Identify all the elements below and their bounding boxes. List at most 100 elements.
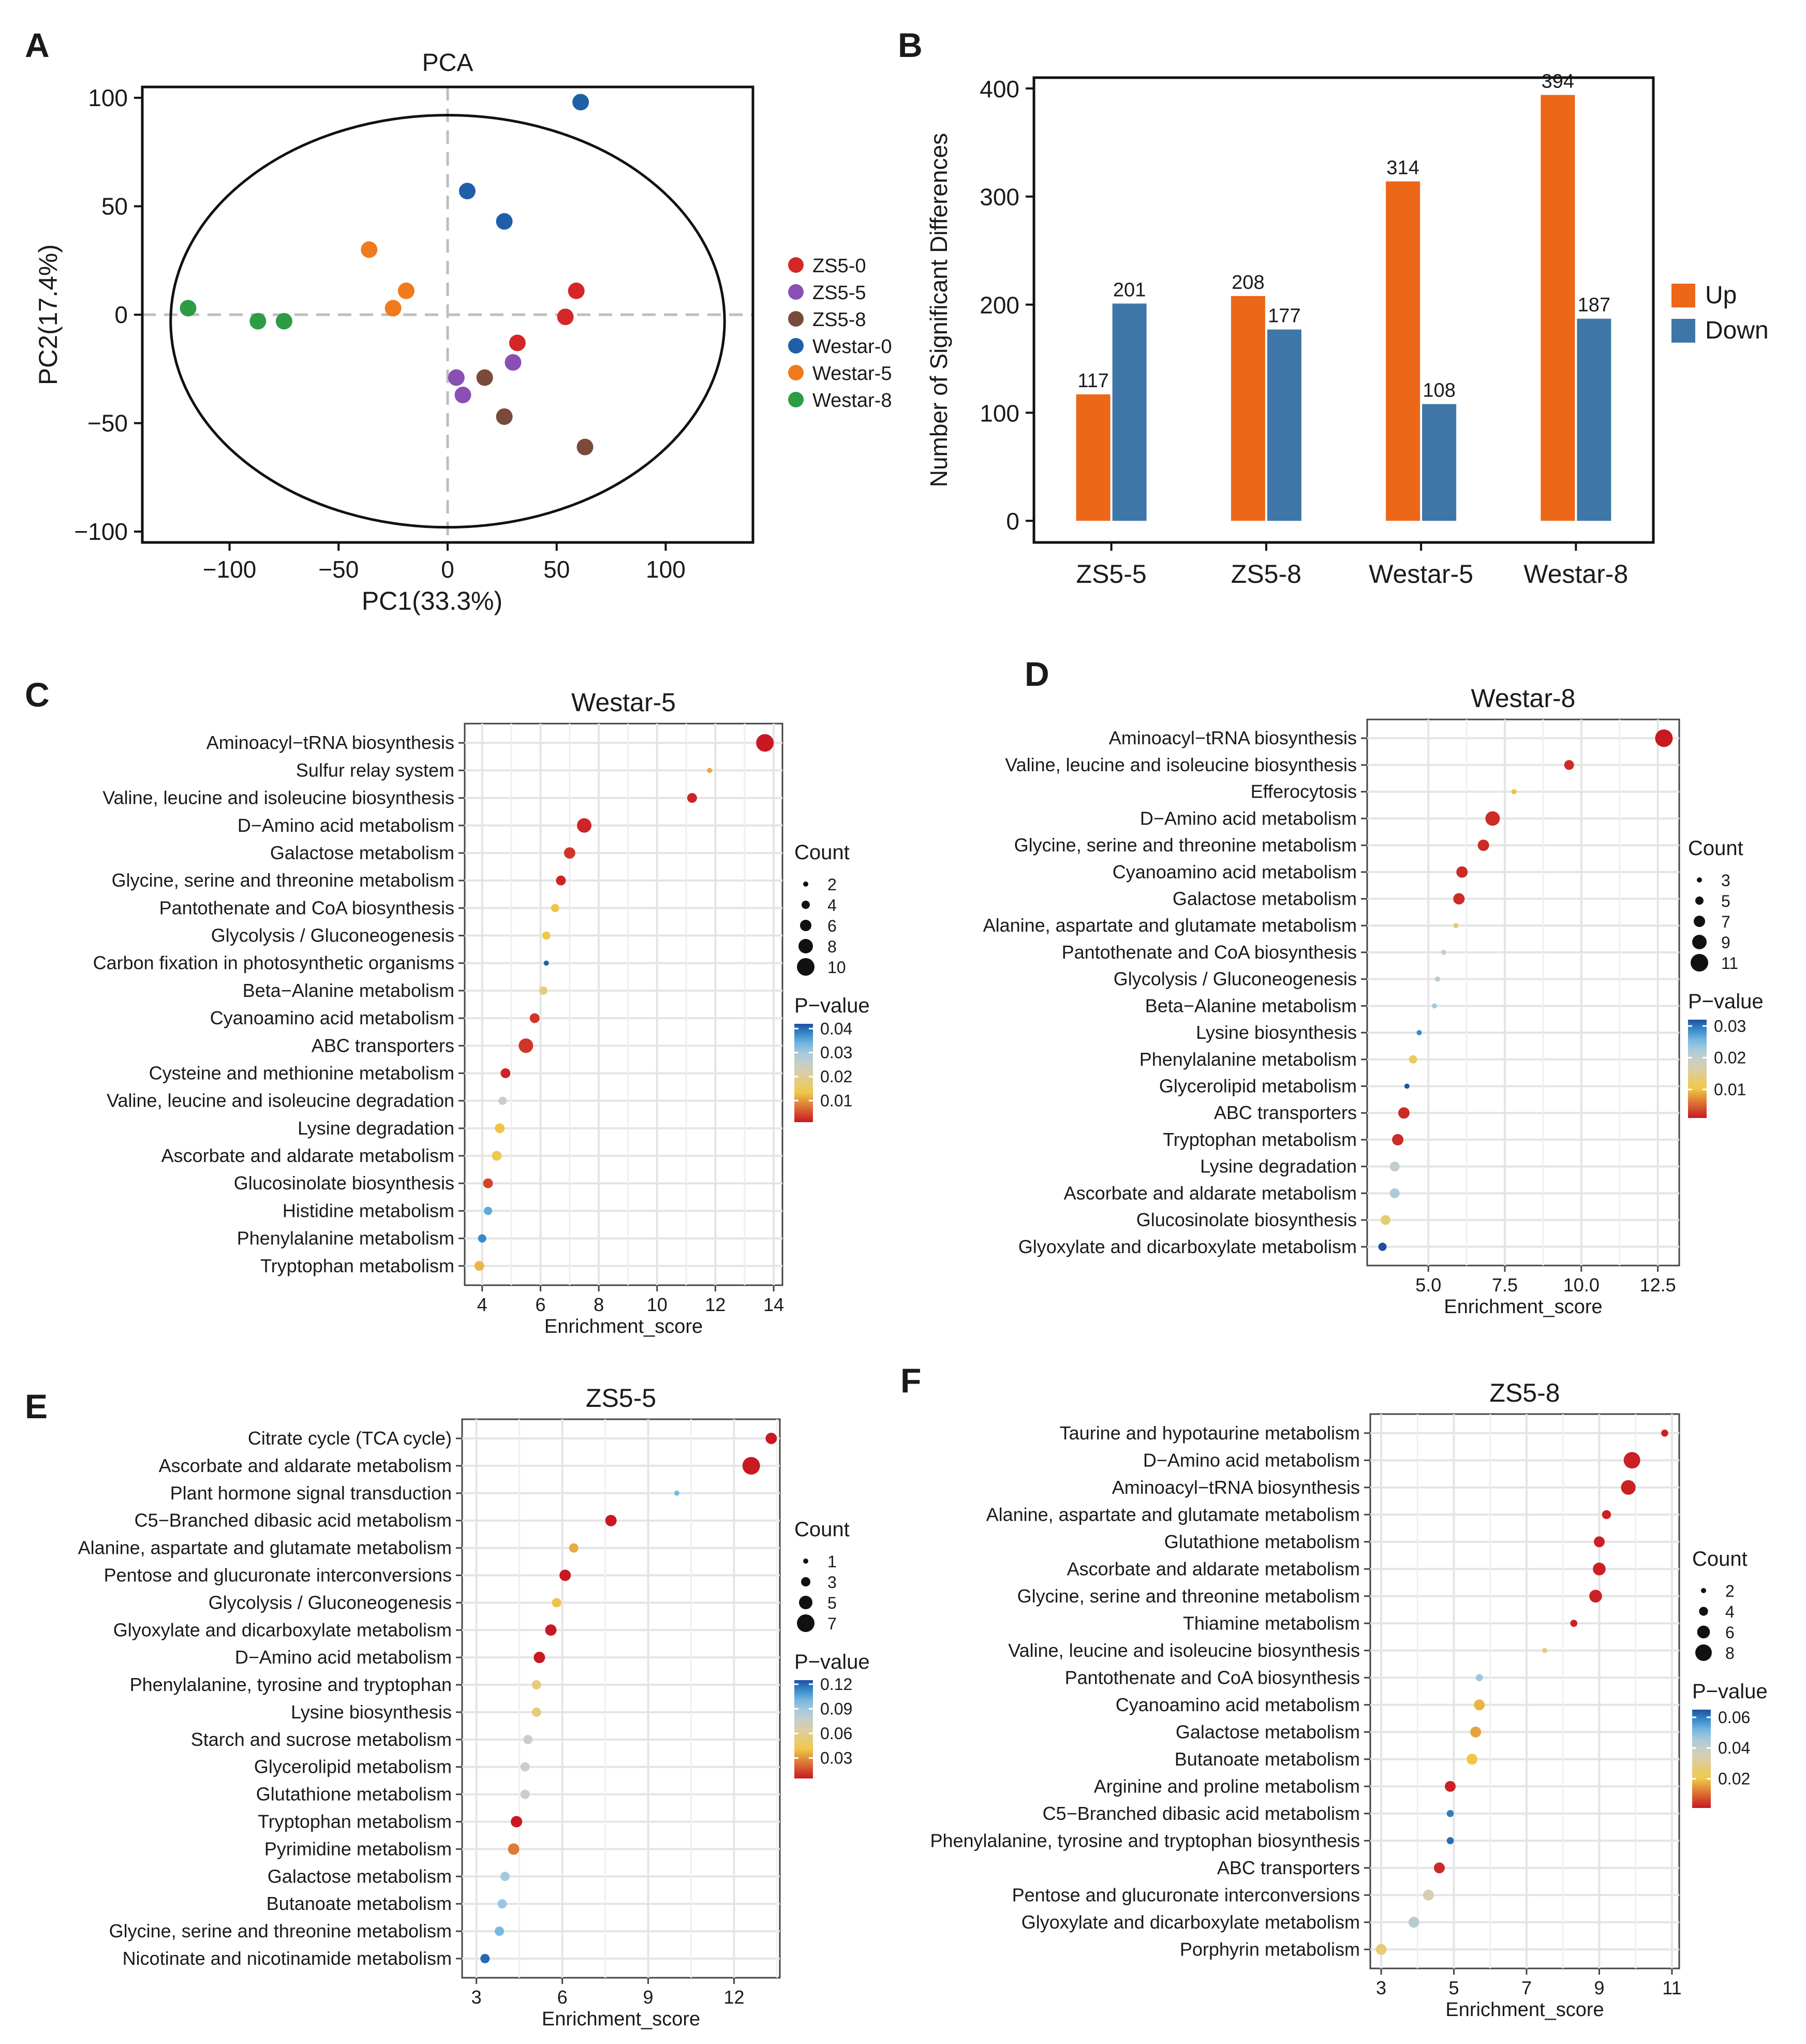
dotplot-c-pathway-label: Glucosinolate biosynthesis — [234, 1172, 454, 1194]
dotplot-f-pathway-label: D−Amino acid metabolism — [1143, 1449, 1360, 1470]
dotplot-e-point-10 — [531, 1680, 541, 1690]
bar-value-label: 177 — [1268, 305, 1300, 327]
dotplot-f-point-11 — [1474, 1699, 1485, 1711]
dotplot-d-pathway-label: Glycerolipid metabolism — [1159, 1076, 1357, 1097]
bar-ytick-label: 0 — [1006, 508, 1019, 535]
dotplot-d-point-11 — [1432, 1003, 1438, 1009]
dotplot-d-pathway-label: Efferocytosis — [1251, 781, 1357, 802]
dotplot-d-pathway-label: Aminoacyl−tRNA biosynthesis — [1109, 727, 1357, 748]
pca-point-zs5-0-3 — [509, 334, 526, 351]
dotplot-e-pathway-label: Phenylalanine, tyrosine and tryptophan — [130, 1674, 452, 1695]
dotplot-e-pathway-label: Lysine biosynthesis — [291, 1701, 452, 1723]
pca-legend-label: ZS5-5 — [812, 282, 866, 304]
dotplot-e-frame — [461, 1418, 781, 1979]
dotplot-e-pathway-label: Plant hormone signal transduction — [170, 1482, 452, 1504]
dotplot-f-count-legend-key — [1701, 1588, 1706, 1593]
dotplot-d-pathway-label: Phenylalanine metabolism — [1139, 1049, 1357, 1070]
dotplot-c-xtick-label: 4 — [477, 1294, 487, 1315]
dotplot-d-xtick-label: 12.5 — [1640, 1274, 1676, 1296]
dotplot-f-count-legend-label: 6 — [1725, 1623, 1735, 1642]
pca-point-zs5-0-1 — [568, 282, 585, 299]
dotplot-c-pathway-label: Aminoacyl−tRNA biosynthesis — [206, 732, 454, 753]
dotplot-f-point-3 — [1621, 1480, 1636, 1495]
dotplot-f-point-18 — [1423, 1889, 1434, 1901]
dotplot-d-pathway-label: Alanine, aspartate and glutamate metabol… — [983, 915, 1357, 936]
dotplot-f-point-19 — [1408, 1917, 1419, 1928]
pca-legend-label: Westar-5 — [812, 363, 892, 385]
bar-y-axis-label: Number of Significant Differences — [925, 133, 952, 487]
dotplot-d-point-20 — [1378, 1242, 1387, 1251]
bar-down-zs5-5 — [1112, 303, 1147, 521]
dotplot-d-point-2 — [1564, 760, 1574, 770]
dotplot-f-count-legend-label: 2 — [1725, 1582, 1735, 1600]
dotplot-d-pathway-label: Pantothenate and CoA biosynthesis — [1062, 942, 1357, 963]
bar-down-zs5-8 — [1267, 329, 1301, 521]
dotplot-e-point-2 — [742, 1457, 760, 1475]
dotplot-c-pathway-label: Carbon fixation in photosynthetic organi… — [93, 952, 454, 974]
dotplot-d-point-7 — [1453, 893, 1465, 905]
pca-point-zs5-0-2 — [557, 308, 574, 326]
dotplot-e-pathway-label: Butanoate metabolism — [267, 1893, 452, 1914]
panel-letter-e: E — [25, 1387, 48, 1425]
bar-value-label: 117 — [1077, 370, 1109, 392]
pca-point-westar-8-2 — [249, 313, 267, 330]
dotplot-e-pathway-label: Nicotinate and nicotinamide metabolism — [123, 1948, 452, 1969]
bar-down-westar-5 — [1422, 404, 1457, 521]
pca-point-zs5-5-3 — [505, 354, 522, 371]
bar-category-label: ZS5-8 — [1231, 560, 1301, 589]
dotplot-e-pvalue-colorbar — [794, 1680, 813, 1778]
bar-category-label: Westar-5 — [1369, 560, 1473, 589]
dotplot-e-count-legend-label: 3 — [827, 1573, 837, 1592]
bar-legend-key-down — [1671, 319, 1695, 343]
pca-ytick-label: 50 — [101, 193, 128, 219]
dotplot-f-pathway-label: Butanoate metabolism — [1175, 1748, 1360, 1770]
dotplot-c-pvalue-colorbar — [794, 1024, 813, 1122]
dotplot-e-title: ZS5-5 — [586, 1384, 656, 1413]
pca-confidence-ellipse — [169, 113, 726, 529]
dotplot-c-pathway-label: Phenylalanine metabolism — [237, 1228, 454, 1249]
dotplot-c-point-6 — [556, 875, 566, 886]
dotplot-f-point-14 — [1445, 1781, 1456, 1792]
bar-value-label: 208 — [1232, 272, 1264, 293]
dotplot-f-point-8 — [1570, 1620, 1578, 1627]
pca-legend-key-westar-5 — [788, 365, 804, 380]
dotplot-f-pvalue-legend-title: P−value — [1692, 1680, 1768, 1703]
dotplot-d-pvalue-colorbar — [1688, 1020, 1707, 1118]
dotplot-f-point-16 — [1446, 1837, 1454, 1845]
dotplot-c-pathway-label: Cysteine and methionine metabolism — [149, 1062, 454, 1083]
dotplot-e-point-20 — [480, 1953, 490, 1963]
dotplot-f-point-17 — [1433, 1862, 1445, 1874]
bar-ytick-label: 100 — [980, 400, 1019, 427]
dotplot-e-point-8 — [545, 1624, 557, 1636]
bar-up-westar-5 — [1386, 181, 1420, 521]
dotplot-f-pathway-label: Pentose and glucuronate interconversions — [1012, 1884, 1360, 1905]
dotplot-e-pathway-label: Citrate cycle (TCA cycle) — [248, 1428, 452, 1449]
bar-plot-frame — [1032, 76, 1655, 544]
dotplot-c-pathway-label: ABC transporters — [312, 1035, 454, 1056]
dotplot-f-pathway-label: Phenylalanine, tyrosine and tryptophan b… — [930, 1830, 1360, 1851]
dotplot-e-pathway-label: Glycerolipid metabolism — [254, 1756, 452, 1777]
bar-legend-label: Down — [1705, 317, 1769, 344]
dotplot-e-count-legend-key — [799, 1596, 812, 1609]
pca-legend-label: ZS5-8 — [812, 309, 866, 331]
dotplot-d-count-legend-label: 11 — [1721, 954, 1738, 973]
dotplot-c-point-17 — [483, 1178, 493, 1188]
bar-ytick-label: 400 — [980, 76, 1019, 102]
dotplot-f-xtick-label: 7 — [1521, 1977, 1532, 1998]
dotplot-e-pathway-label: D−Amino acid metabolism — [235, 1646, 452, 1668]
dotplot-e-point-11 — [531, 1707, 541, 1717]
dotplot-f-pathway-label: Glyoxylate and dicarboxylate metabolism — [1022, 1911, 1360, 1933]
dotplot-d-count-legend-key — [1697, 877, 1702, 883]
dotplot-d-count-legend-label: 7 — [1721, 913, 1730, 931]
dotplot-e-point-7 — [552, 1598, 561, 1608]
pca-point-westar-0-1 — [458, 183, 476, 200]
dotplot-f-point-7 — [1589, 1590, 1602, 1603]
dotplot-c-pathway-label: Galactose metabolism — [270, 842, 454, 863]
dotplot-c-pathway-label: Cyanoamino acid metabolism — [210, 1007, 454, 1028]
dotplot-c-pathway-label: Glycolysis / Gluconeogenesis — [211, 925, 454, 946]
bar-ytick-label: 300 — [980, 184, 1019, 211]
dotplot-d-point-18 — [1389, 1188, 1400, 1198]
bar-up-zs5-8 — [1231, 296, 1265, 521]
dotplot-f-pathway-label: Glycine, serine and threonine metabolism — [1017, 1585, 1360, 1607]
pca-legend-key-zs5-5 — [788, 284, 804, 300]
